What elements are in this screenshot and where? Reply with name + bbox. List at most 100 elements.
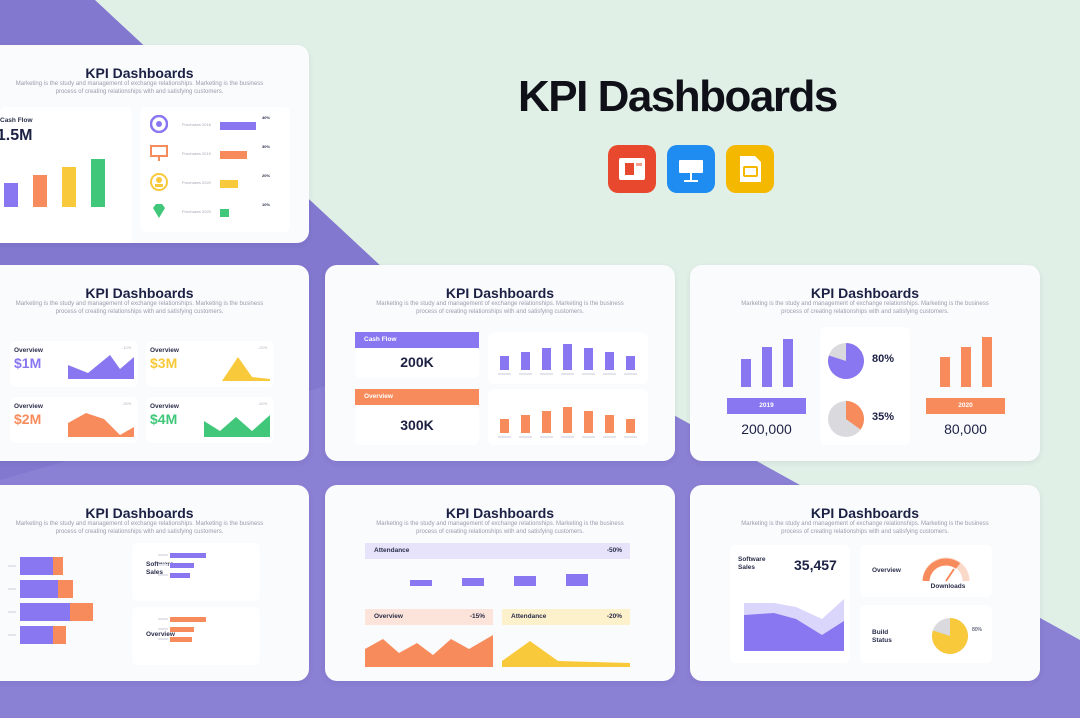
keynote-icon[interactable] [667,145,715,193]
tick-label [603,373,616,375]
attendance2-band: Attendance -20% [502,609,630,625]
overview-pct: -40% [258,401,268,406]
purchase-bar [220,180,238,188]
slide-card-5[interactable]: KPI Dashboards Marketing is the study an… [0,485,309,681]
tick-label [603,436,616,438]
purchase-bar [220,209,229,217]
presentation-board-icon-glyph [150,145,168,161]
user-icon [150,173,168,191]
hero-title: KPI Dashboards [518,72,838,121]
pie-slice [828,343,864,379]
cashflow-panel: Cash Flow $1.5M [0,107,132,243]
software-sales-panel: Software Sales [132,543,260,601]
tick-label [158,554,168,556]
overview-value: $1M [14,355,42,371]
bar-panel-top [488,332,648,384]
ppt-line [636,163,642,166]
attendance-area-chart [502,641,630,667]
column-bar [584,411,593,433]
powerpoint-icon[interactable] [608,145,656,193]
purchase-pct: 40% [262,115,271,120]
year-bar [762,347,772,387]
tick-label [158,638,168,640]
cashflow-value-panel: 200K [355,348,479,378]
overview-card: Overview $4M -40% [146,397,274,443]
overview-panel: Overview [132,607,260,665]
attendance2-label: Attendance [511,613,547,620]
slide-subtitle: Marketing is the study and management of… [376,521,624,535]
tick-label [498,373,511,375]
diamond-icon-glyph [153,204,165,218]
overview-value-panel: 300K [355,405,479,445]
slide-title: KPI Dashboards [85,505,194,521]
slide-card-1[interactable]: KPI Dashboards Marketing is the study an… [0,45,309,243]
diamond-icon [150,202,168,220]
column-bar [584,348,593,370]
overview-pct: -15% [469,613,485,620]
column-bar [500,356,509,370]
tick-label [519,436,532,438]
attendance-band: Attendance -50% [365,543,630,559]
shape [155,184,163,187]
build-status-pie [932,618,968,654]
tick-label [624,436,637,438]
overview-pct: -20% [258,345,268,350]
attendance2-pct: -20% [606,613,622,620]
user-icon-glyph [150,173,168,191]
shape [153,204,165,218]
attendance-label: Attendance [374,547,410,554]
purchase-pct: 20% [262,173,271,178]
column-bar [542,348,551,370]
shape [158,156,160,161]
overview-card: Overview $1M -10% [10,341,138,387]
cashflow-value: 200K [400,354,434,370]
slide-card-4[interactable]: KPI Dashboards Marketing is the study an… [690,265,1040,461]
slide-title: KPI Dashboards [810,505,920,521]
slide-subtitle: Marketing is the study and management of… [741,521,989,535]
overview-band: Overview [355,389,479,405]
year-bar [961,347,971,387]
column-bar [605,352,614,370]
slide-card-7[interactable]: KPI Dashboards Marketing is the study an… [690,485,1040,681]
overview-area-chart [365,635,493,667]
build-status-label: Build Status [872,629,892,644]
slide-title: KPI Dashboards [85,65,194,81]
tick-label [582,373,595,375]
ppt-mark [625,163,634,175]
column-bar [521,415,530,433]
year-bar [741,359,751,387]
column-bar [563,344,572,370]
keynote-stand [690,173,692,181]
overview-label: Overview [150,403,179,410]
target-icon-glyph [149,114,169,134]
slide-card-3[interactable]: KPI Dashboards Marketing is the study an… [325,265,675,461]
overview-pct: -10% [122,345,132,350]
overview-value: 300K [400,417,434,433]
tick-label [540,436,553,438]
overview-area-chart [204,357,270,381]
stack-segment-orange [53,626,66,644]
slide-subtitle: Marketing is the study and management of… [15,521,264,535]
tick-label [158,564,168,566]
overview-label: Overview [150,347,179,354]
value-2019: 200,000 [741,421,792,437]
area-shape [204,415,270,437]
overview-label: Overview [146,631,175,638]
h-bar [170,637,192,642]
google-slides-icon[interactable] [726,145,774,193]
software-sales-area-chart [744,599,844,651]
h-bar [170,627,194,632]
stack-segment-purple [20,580,58,598]
stack-segment-orange [58,580,73,598]
tick-label [519,373,532,375]
slide-card-2[interactable]: KPI Dashboards Marketing is the study an… [0,265,309,461]
slide-card-6[interactable]: KPI Dashboards Marketing is the study an… [325,485,675,681]
value-2020: 80,000 [944,421,987,437]
slide-subtitle: Marketing is the study and management of… [741,301,989,315]
h-bar [170,617,206,622]
overview-card: Overview $3M -20% [146,341,274,387]
column-bar [521,352,530,370]
purchase-label: Purchases 2020 [182,180,211,185]
column-bar [605,415,614,433]
downloads-label: Downloads [930,583,966,590]
